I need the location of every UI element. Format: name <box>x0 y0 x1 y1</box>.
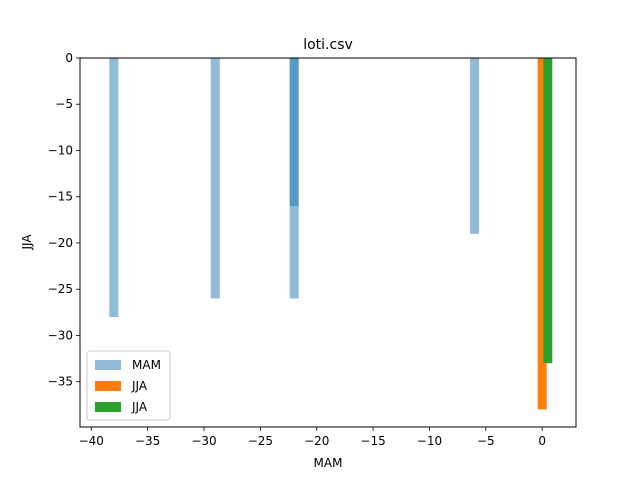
y-tick-label-0: 0 <box>65 51 73 65</box>
axes-frame <box>79 57 577 428</box>
x-tick-label-8: 0 <box>538 434 546 448</box>
y-tick-label-4: −20 <box>48 236 73 250</box>
y-tick-label-6: −30 <box>48 328 73 342</box>
bars-layer <box>109 58 553 410</box>
bar-series-0-1 <box>210 58 220 299</box>
bar-series-0-4 <box>470 58 480 234</box>
x-axis-label: MAM <box>314 456 343 470</box>
chart-title: loti.csv <box>303 37 353 53</box>
x-tick-label-3: −25 <box>248 434 273 448</box>
x-tick-label-4: −20 <box>304 434 329 448</box>
y-tick-label-5: −25 <box>48 282 73 296</box>
y-axis-ticks: 0 −5 −10 −15 −20 −25 −30 −35 <box>48 51 80 389</box>
legend-label-1: JJA <box>131 379 148 393</box>
x-tick-label-0: −40 <box>79 434 104 448</box>
y-tick-label-1: −5 <box>55 97 73 111</box>
x-tick-label-5: −15 <box>360 434 385 448</box>
legend-swatch-1 <box>95 381 121 391</box>
x-axis-ticks: −40 −35 −30 −25 −20 −15 −10 −5 0 <box>79 427 546 448</box>
legend-swatch-2 <box>95 402 121 412</box>
y-tick-label-7: −35 <box>48 375 73 389</box>
legend: MAM JJA JJA <box>86 350 171 421</box>
x-tick-label-2: −30 <box>191 434 216 448</box>
bar-series-2-0 <box>543 58 553 364</box>
bar-series-0-0 <box>109 58 119 317</box>
x-tick-label-6: −10 <box>417 434 442 448</box>
legend-label-2: JJA <box>131 400 148 414</box>
legend-swatch-0 <box>95 360 121 370</box>
bar-series-1-0 <box>537 58 547 410</box>
legend-label-0: MAM <box>132 358 161 372</box>
y-axis-label: JJA <box>20 234 34 251</box>
x-tick-label-1: −35 <box>135 434 160 448</box>
x-tick-label-7: −5 <box>477 434 495 448</box>
y-tick-label-3: −15 <box>48 190 73 204</box>
y-tick-label-2: −10 <box>48 143 73 157</box>
bar-series-0-3 <box>289 58 299 206</box>
